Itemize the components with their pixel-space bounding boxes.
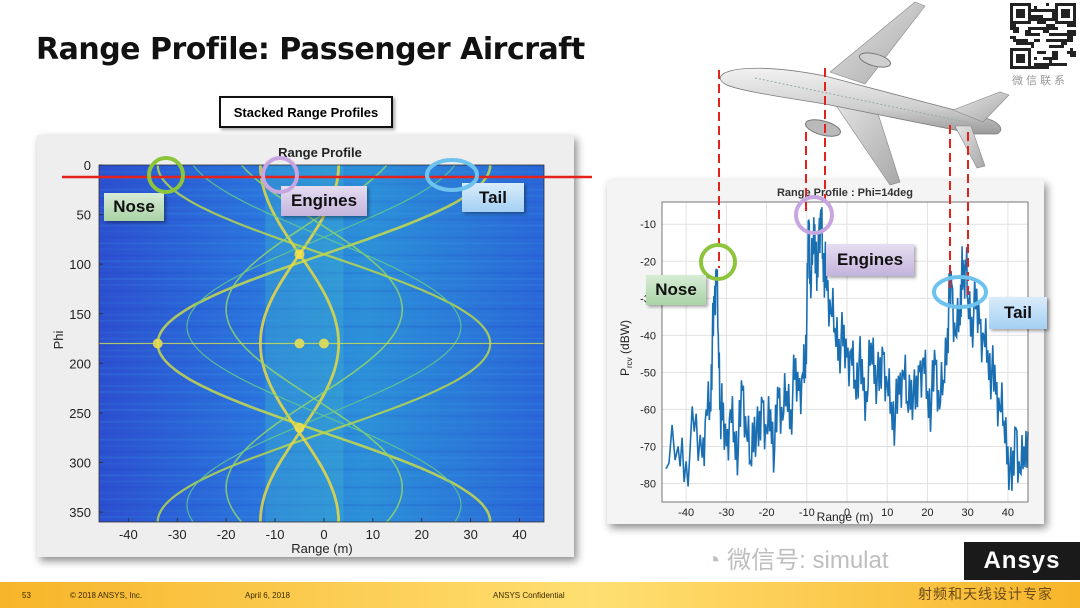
line-x-tick: 10 bbox=[881, 507, 893, 519]
line-y-tick: -70 bbox=[640, 441, 656, 453]
heatmap-y-tick: 150 bbox=[69, 307, 91, 322]
qr-code-image bbox=[1010, 3, 1076, 69]
heatmap-x-tick: -40 bbox=[119, 527, 138, 542]
heatmap-x-tick: 30 bbox=[463, 527, 477, 542]
footer-bar: 53 © 2018 ANSYS, Inc. April 6, 2018 ANSY… bbox=[0, 582, 1080, 608]
left-nose-circle bbox=[147, 156, 185, 194]
heatmap-y-tick: 200 bbox=[69, 356, 91, 371]
heatmap-x-tick: -10 bbox=[266, 527, 285, 542]
right-nose-label: Nose bbox=[646, 275, 706, 305]
wechat-watermark: ◔ 微信号: simulat bbox=[706, 547, 889, 574]
line-y-tick: -50 bbox=[640, 367, 656, 379]
heatmap-x-tick: -20 bbox=[217, 527, 236, 542]
line-x-label: Range (m) bbox=[817, 510, 874, 524]
left-engines-label: Engines bbox=[281, 186, 367, 216]
left-engines-circle bbox=[261, 156, 299, 194]
heatmap-x-tick: 20 bbox=[415, 527, 429, 542]
heatmap-y-tick: 50 bbox=[77, 208, 91, 223]
left-tail-circle bbox=[425, 158, 479, 192]
line-x-tick: 30 bbox=[962, 507, 974, 519]
left-nose-label: Nose bbox=[104, 193, 164, 221]
footer-copyright: © 2018 ANSYS, Inc. bbox=[70, 591, 143, 600]
right-engines-circle bbox=[794, 195, 834, 235]
heatmap-hotspot bbox=[294, 422, 305, 433]
line-y-tick: -80 bbox=[640, 478, 656, 490]
heatmap-x-tick: 10 bbox=[366, 527, 380, 542]
aircraft-illustration bbox=[719, 1, 1010, 186]
heatmap-y-label: Phi bbox=[51, 330, 66, 349]
right-tail-circle bbox=[932, 275, 988, 309]
heatmap-x-tick: -30 bbox=[168, 527, 187, 542]
ansys-logo: Ansys bbox=[964, 542, 1080, 580]
heatmap-x-tick: 0 bbox=[320, 527, 327, 542]
qr-caption: 微信联系 bbox=[1012, 75, 1068, 87]
heatmap-hotspot bbox=[294, 249, 305, 260]
right-engines-label: Engines bbox=[826, 244, 914, 276]
line-y-tick: -40 bbox=[640, 330, 656, 342]
footer-confidential: ANSYS Confidential bbox=[493, 591, 565, 600]
watermark-text: 微信号: simulat bbox=[727, 547, 889, 574]
watermark-bottom-text: 射频和天线设计专家 bbox=[918, 587, 1053, 603]
line-y-tick: -10 bbox=[640, 219, 656, 231]
line-x-tick: 0 bbox=[844, 507, 850, 519]
heatmap-x-label: Range (m) bbox=[291, 541, 352, 556]
right-nose-circle bbox=[699, 243, 737, 281]
line-y-tick: -60 bbox=[640, 404, 656, 416]
heatmap-y-tick: 350 bbox=[69, 505, 91, 520]
page-title: Range Profile: Passenger Aircraft bbox=[36, 32, 585, 67]
right-tail-label: Tail bbox=[989, 297, 1047, 329]
heatmap-y-tick: 300 bbox=[69, 456, 91, 471]
line-x-tick: -40 bbox=[678, 507, 694, 519]
line-x-tick: 20 bbox=[921, 507, 933, 519]
line-x-tick: 40 bbox=[1002, 507, 1014, 519]
heatmap-y-tick: 100 bbox=[69, 257, 91, 272]
heatmap-x-tick: 40 bbox=[512, 527, 526, 542]
heatmap-title: Range Profile bbox=[278, 145, 362, 160]
series-line bbox=[665, 207, 1029, 491]
line-x-tick: -10 bbox=[799, 507, 815, 519]
line-y-tick: -20 bbox=[640, 256, 656, 268]
stacked-profiles-label: Stacked Range Profiles bbox=[219, 96, 393, 128]
left-tail-label: Tail bbox=[462, 183, 524, 212]
footer-date: April 6, 2018 bbox=[245, 591, 290, 600]
heatmap-y-tick: 0 bbox=[84, 158, 91, 173]
line-x-tick: -20 bbox=[759, 507, 775, 519]
footer-page-number: 53 bbox=[22, 591, 31, 600]
heatmap-y-tick: 250 bbox=[69, 406, 91, 421]
line-x-tick: -30 bbox=[718, 507, 734, 519]
